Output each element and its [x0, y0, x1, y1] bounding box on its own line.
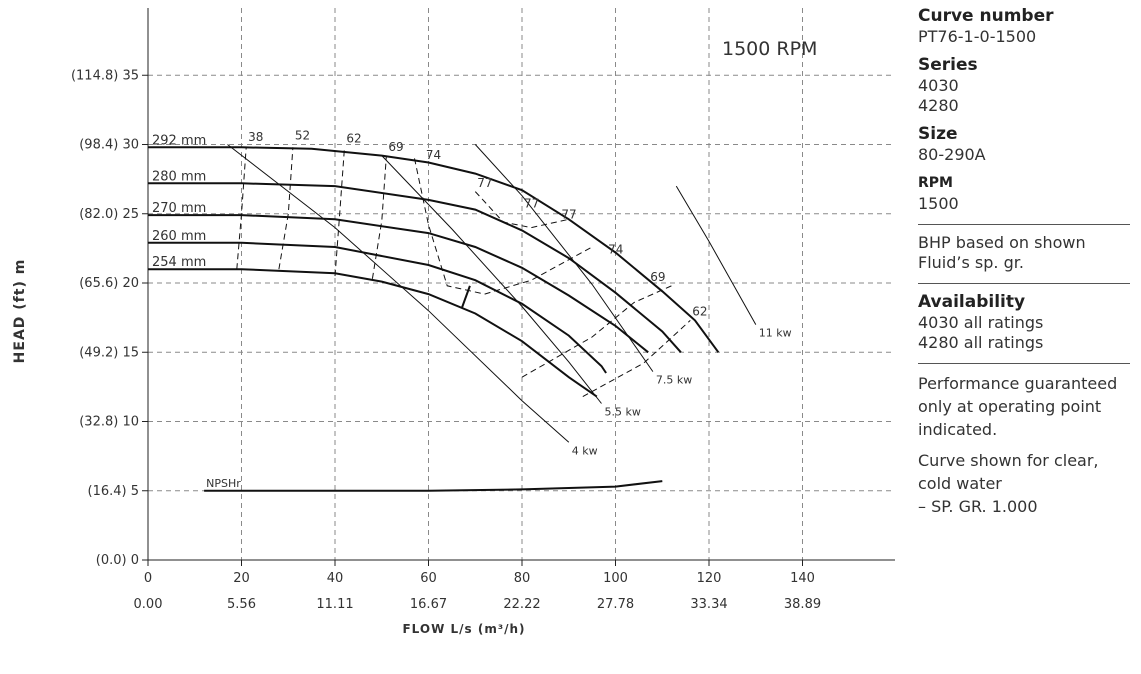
- tick-labels: 0 20 40 60 80 100 120 140 0.00 5.56 11.11 16.67 22.2…: [71, 68, 821, 612]
- rpm-value: 1500: [918, 194, 959, 213]
- series-line: [148, 214, 649, 354]
- x-tick-label-secondary: 5.56: [227, 597, 256, 612]
- series-line: [148, 241, 607, 374]
- y-tick-label: (0.0) 0: [96, 553, 139, 568]
- series-label: 11 kw: [759, 327, 792, 340]
- availability-value-1: 4030 all ratings: [918, 313, 1044, 332]
- efficiency-contour: [521, 285, 672, 378]
- size-label: Size: [918, 124, 958, 144]
- series-label: 270 mm: [152, 201, 206, 216]
- series-line: [381, 155, 602, 404]
- divider: [918, 363, 1130, 364]
- availability-value-2: 4280 all ratings: [918, 333, 1044, 352]
- y-axis-label: HEAD (ft) m: [12, 259, 28, 364]
- bhp-note-line-2: Fluid’s sp. gr.: [918, 253, 1024, 272]
- efficiency-label: 74: [608, 242, 623, 256]
- efficiency-label: 74: [426, 148, 441, 162]
- series-line: [148, 182, 682, 353]
- efficiency-contour: [582, 320, 691, 398]
- series-label: 280 mm: [152, 169, 206, 184]
- efficiency-label: 69: [650, 270, 665, 284]
- y-tick-label: (65.6) 20: [79, 276, 139, 291]
- efficiency-label: 38: [248, 130, 263, 144]
- x-tick-label-secondary: 27.78: [597, 597, 634, 612]
- performance-note: Performance guaranteed only at operating…: [918, 374, 1118, 439]
- x-tick-label: 80: [514, 571, 531, 586]
- series-line: [204, 480, 663, 492]
- series-label: 260 mm: [152, 229, 206, 244]
- efficiency-label: 62: [692, 305, 707, 319]
- series-label: 7.5 kw: [656, 374, 692, 387]
- pump-curve-chart: 0 20 40 60 80 100 120 140 0.00 5.56 11.11 16.67 22.2…: [12, 8, 895, 636]
- series-label: 5.5 kw: [604, 405, 640, 418]
- series-lines: [148, 144, 757, 492]
- operating-point-marker: [460, 285, 471, 309]
- y-tick-label: (82.0) 25: [79, 207, 139, 222]
- series-value-2: 4280: [918, 96, 959, 115]
- x-tick-label-secondary: 22.22: [503, 597, 540, 612]
- x-tick-label-secondary: 38.89: [784, 597, 821, 612]
- x-axis-label: FLOW L/s (m³/h): [402, 622, 525, 636]
- y-tick-label: (98.4) 30: [79, 138, 139, 153]
- y-tick-label: (32.8) 10: [79, 415, 139, 430]
- axes: [142, 8, 895, 566]
- x-tick-label-secondary: 0.00: [134, 597, 163, 612]
- series-label: NPSHr: [206, 477, 241, 490]
- series-line: [675, 185, 757, 325]
- series-line: [148, 268, 598, 398]
- x-tick-label-secondary: 16.67: [410, 597, 447, 612]
- divider: [918, 283, 1130, 284]
- efficiency-label: 62: [346, 132, 361, 146]
- efficiency-label: 52: [295, 129, 310, 143]
- chart-title: 1500 RPM: [722, 38, 817, 60]
- series-label: 292 mm: [152, 133, 206, 148]
- curve-number-label: Curve number: [918, 6, 1054, 26]
- efficiency-contour: [334, 148, 345, 277]
- x-tick-label-secondary: 11.11: [316, 597, 353, 612]
- size-value: 80-290A: [918, 145, 986, 164]
- efficiency-label: 77: [561, 208, 576, 222]
- series-line: [474, 144, 654, 372]
- rpm-label: RPM: [918, 175, 953, 191]
- series-line: [148, 146, 720, 353]
- info-panel: Curve number PT76-1-0-1500 Series 4030 4…: [918, 6, 1130, 526]
- bhp-note-line-1: BHP based on shown: [918, 233, 1086, 252]
- x-tick-label: 20: [233, 571, 250, 586]
- curve-note-line-2: – SP. GR. 1.000: [918, 497, 1038, 516]
- y-tick-label: (16.4) 5: [88, 484, 140, 499]
- chart-annotations: 292 mm 280 mm 270 mm 260 mm 254 mm NPSHr 4 kw 5…: [152, 133, 792, 489]
- y-tick-label: (49.2) 15: [79, 345, 139, 360]
- availability-label: Availability: [918, 292, 1026, 312]
- series-label: 4 kw: [572, 444, 598, 457]
- x-tick-label: 120: [697, 571, 722, 586]
- x-tick-label: 140: [790, 571, 815, 586]
- x-tick-label: 40: [327, 571, 344, 586]
- x-tick-label-secondary: 33.34: [690, 597, 727, 612]
- series-line: [227, 144, 570, 443]
- curve-note-line-1: Curve shown for clear, cold water: [918, 451, 1099, 493]
- efficiency-contour: [236, 147, 247, 270]
- efficiency-contour: [414, 158, 593, 295]
- efficiency-contour: [474, 191, 569, 229]
- efficiency-contour: [371, 155, 387, 279]
- curve-number-value: PT76-1-0-1500: [918, 27, 1037, 46]
- x-tick-label: 100: [603, 571, 628, 586]
- series-value-1: 4030: [918, 76, 959, 95]
- series-label: Series: [918, 55, 978, 75]
- y-tick-label: (114.8) 35: [71, 68, 139, 83]
- x-tick-label: 0: [144, 571, 152, 586]
- grid-lines: [148, 8, 895, 560]
- x-tick-label: 60: [420, 571, 437, 586]
- efficiency-contours: 38 52 62 69 74 77 77 77 74 69 62: [236, 129, 708, 398]
- series-label: 254 mm: [152, 255, 206, 270]
- efficiency-contour: [278, 147, 294, 270]
- efficiency-label: 77: [524, 197, 539, 211]
- efficiency-label: 69: [388, 140, 403, 154]
- efficiency-label: 77: [477, 176, 492, 190]
- divider: [918, 224, 1130, 225]
